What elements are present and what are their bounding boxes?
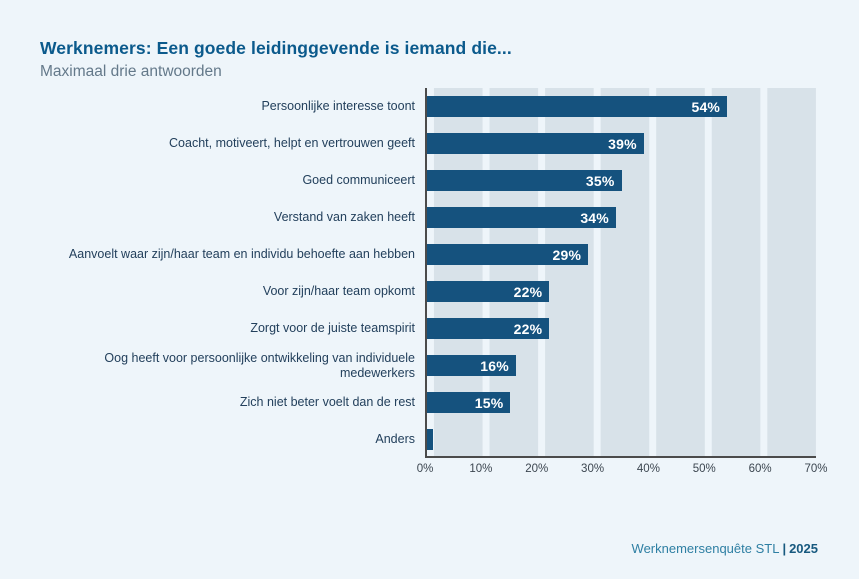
- source-note: Werknemersenquête STL | 2025: [632, 541, 818, 556]
- category-label: Anders: [375, 432, 415, 447]
- bar-value-label: 34%: [580, 209, 609, 226]
- chart-header: Werknemers: Een goede leidinggevende is …: [40, 38, 512, 81]
- bar-value-label: 35%: [585, 172, 615, 189]
- category-label: Zorgt voor de juiste teamspirit: [250, 321, 415, 336]
- bar-track: [425, 421, 816, 458]
- category-label: Voor zijn/haar team opkomt: [262, 284, 415, 299]
- x-axis-tick-label: 50%: [692, 463, 716, 475]
- chart-row: Oog heeft voor persoonlijke ontwikkeling…: [40, 347, 816, 384]
- horizontal-bar-chart: Persoonlijke interesse toont 54% Coacht, m…: [40, 88, 828, 485]
- chart-subtitle: Maximaal drie antwoorden: [40, 63, 222, 80]
- x-axis-tick-label: 60%: [748, 463, 772, 475]
- x-axis-tick-label: 0%: [416, 463, 434, 475]
- bar: [427, 429, 433, 450]
- x-axis-tick-label: 20%: [525, 463, 549, 475]
- source-label: Werknemersenquête STL: [631, 541, 780, 556]
- bar-track: 22%: [425, 310, 816, 347]
- bar: 35%: [427, 170, 622, 191]
- bar: 15%: [427, 392, 511, 413]
- chart-row: Zich niet beter voelt dan de rest 15%: [40, 384, 816, 421]
- bar-track: 15%: [425, 384, 816, 421]
- chart-row: Voor zijn/haar team opkomt 22%: [40, 273, 816, 310]
- bar: 16%: [427, 355, 516, 376]
- bar-track: 35%: [425, 162, 816, 199]
- source-year: 2025: [789, 541, 818, 556]
- category-label: Zich niet beter voelt dan de rest: [239, 395, 415, 410]
- chart-row: Coacht, motiveert, helpt en vertrouwen g…: [40, 125, 816, 162]
- bar: 54%: [427, 96, 728, 117]
- bar: 29%: [427, 244, 589, 265]
- chart-row: Zorgt voor de juiste teamspirit 22%: [40, 310, 816, 347]
- chart-row: Goed communiceert 35%: [40, 162, 816, 199]
- bar-track: 22%: [425, 273, 816, 310]
- category-label: Goed communiceert: [302, 173, 415, 188]
- bar-track: 34%: [425, 199, 816, 236]
- bar-rows: Persoonlijke interesse toont 54% Coacht, m…: [40, 88, 816, 458]
- bar: 34%: [427, 207, 616, 228]
- bar-track: 54%: [425, 88, 816, 125]
- bar-value-label: 22%: [513, 320, 543, 337]
- bar-track: 16%: [425, 347, 816, 384]
- bar-track: 29%: [425, 236, 816, 273]
- bar-value-label: 29%: [552, 246, 582, 263]
- bar-track: 39%: [425, 125, 816, 162]
- chart-row: Anders: [40, 421, 816, 458]
- bar-value-label: 15%: [474, 394, 504, 411]
- bar: 22%: [427, 318, 550, 339]
- chart-row: Verstand van zaken heeft 34%: [40, 199, 816, 236]
- bar-value-label: 16%: [480, 357, 509, 374]
- category-label: Persoonlijke interesse toont: [261, 99, 415, 114]
- bar-value-label: 22%: [513, 283, 543, 300]
- x-axis-tick-label: 40%: [636, 463, 660, 475]
- chart-title: Werknemers: Een goede leidinggevende is …: [40, 38, 512, 58]
- x-axis: 0% 10% 20% 30% 40% 50% 60% 70%: [417, 463, 828, 485]
- bar-value-label: 39%: [608, 135, 637, 152]
- source-separator: |: [782, 541, 787, 556]
- chart-row: Persoonlijke interesse toont 54%: [40, 88, 816, 125]
- bar: 39%: [427, 133, 644, 154]
- x-axis-tick-label: 10%: [469, 463, 493, 475]
- category-label: Oog heeft voor persoonlijke ontwikkeling…: [104, 351, 415, 380]
- x-axis-tick-label: 30%: [581, 463, 605, 475]
- x-axis-tick-label: 70%: [804, 463, 828, 475]
- category-label: Coacht, motiveert, helpt en vertrouwen g…: [169, 136, 415, 151]
- bar-value-label: 54%: [691, 98, 721, 115]
- bar: 22%: [427, 281, 550, 302]
- category-label: Verstand van zaken heeft: [273, 210, 415, 225]
- category-label: Aanvoelt waar zijn/haar team en individu…: [68, 247, 415, 262]
- chart-row: Aanvoelt waar zijn/haar team en individu…: [40, 236, 816, 273]
